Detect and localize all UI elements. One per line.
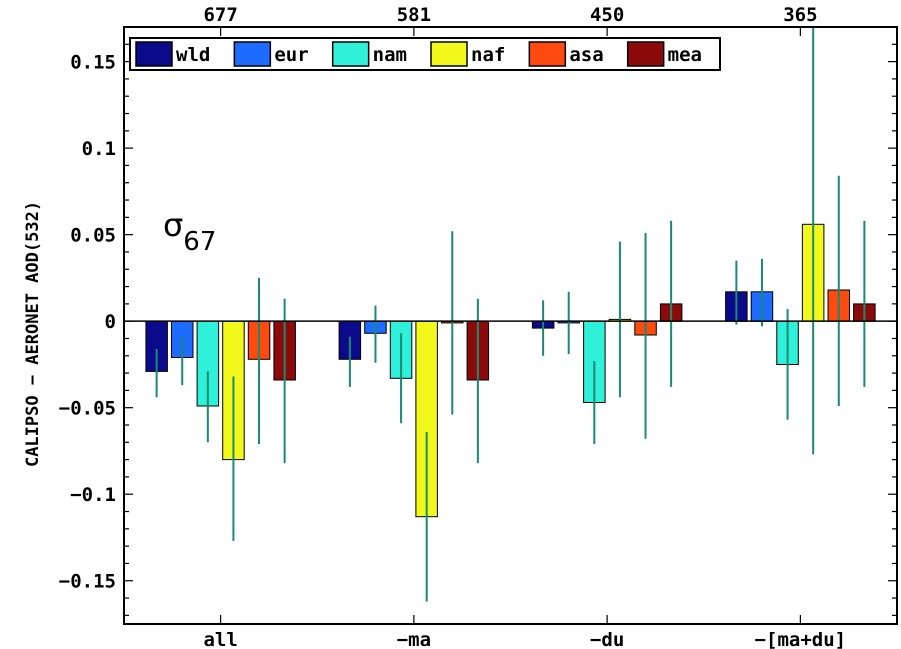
x-tick-label: −du	[590, 629, 624, 649]
y-tick-label: 0	[105, 311, 116, 333]
y-tick-label: 0.1	[82, 138, 116, 160]
sigma-annotation: σ67	[163, 206, 216, 257]
ticks-layer	[124, 26, 897, 624]
y-tick-label: −0.05	[59, 398, 116, 420]
top-labels: 677 581 450 365	[203, 4, 817, 26]
x-tick-labels: all −ma −du −[ma+du]	[203, 629, 846, 649]
error-bars-layer	[155, 27, 866, 602]
legend-box	[129, 37, 721, 71]
top-count-label: 677	[203, 4, 237, 26]
legend-swatch-wld	[135, 41, 173, 67]
y-axis-label: CALIPSO − AERONET AOD(532)	[23, 201, 43, 467]
bars-layer	[145, 223, 876, 518]
y-tick-label: 0.05	[70, 225, 116, 247]
legend-swatch-mea	[626, 41, 665, 67]
legend: wld eur nam naf asa mea	[129, 37, 721, 71]
top-count-label: 450	[590, 4, 624, 26]
legend-label-mea: mea	[668, 44, 702, 66]
legend-label-eur: eur	[274, 44, 308, 66]
x-tick-label: −ma	[397, 629, 431, 649]
plot-frame	[123, 26, 898, 625]
top-count-label: 365	[783, 4, 817, 26]
sigma-symbol: σ	[163, 206, 183, 244]
x-tick-label: all	[203, 629, 237, 649]
legend-swatch-eur	[233, 41, 272, 67]
legend-label-asa: asa	[569, 44, 603, 66]
legend-label-nam: nam	[373, 44, 407, 66]
x-tick-label: −[ma+du]	[755, 629, 847, 649]
legend-label-wld: wld	[176, 44, 210, 66]
y-tick-labels: 0.15 0.1 0.05 0 −0.05 −0.1 −0.15	[59, 52, 116, 593]
y-tick-label: 0.15	[70, 52, 116, 74]
y-tick-label: −0.1	[70, 484, 116, 506]
sigma-subscript: 67	[183, 227, 216, 257]
legend-label-naf: naf	[471, 44, 505, 66]
legend-swatch-asa	[528, 41, 567, 67]
y-tick-label: −0.15	[59, 571, 116, 593]
top-count-label: 581	[397, 4, 431, 26]
legend-swatch-naf	[430, 41, 468, 67]
legend-swatch-nam	[331, 41, 370, 67]
